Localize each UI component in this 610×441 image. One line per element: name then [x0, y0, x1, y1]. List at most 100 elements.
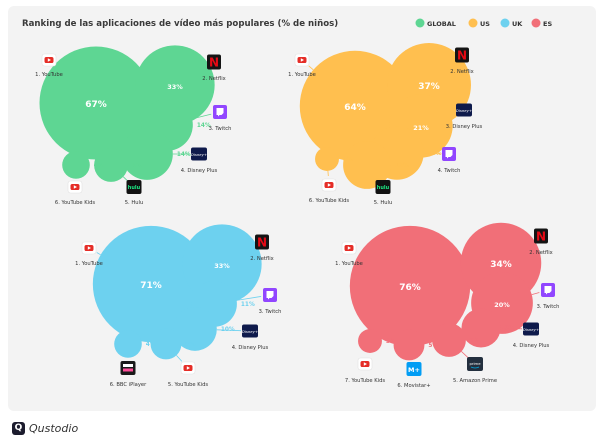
connector-line	[308, 65, 314, 71]
youtube-icon-play	[347, 246, 351, 250]
value-label: 6%	[132, 163, 142, 169]
value-label: 21%	[413, 124, 429, 132]
legend-marker-uk	[500, 18, 510, 28]
twitch-icon-glyph	[266, 291, 274, 300]
value-label: 33%	[167, 83, 183, 91]
app-label: 4. Disney Plus	[232, 345, 269, 351]
netflix-icon-glyph: N	[536, 230, 546, 244]
footer: Q Qustodio	[12, 420, 78, 436]
connector-line	[531, 292, 540, 295]
app-label: 3. Disney Plus	[446, 124, 483, 130]
connector-line	[176, 355, 183, 362]
bubble-netflix	[182, 224, 262, 304]
value-label: 6%	[470, 338, 480, 344]
panel-us: 64% 1. YouTube 37% N 2. Netflix 21% Disney+ 3. …	[288, 43, 483, 206]
youtube-kids-icon-play	[73, 185, 77, 189]
disney-plus-icon-glyph: Disney+	[191, 152, 207, 157]
disney-plus-icon-glyph: Disney+	[242, 329, 258, 334]
youtube-icon-play	[47, 58, 51, 62]
value-label: 3%	[343, 157, 353, 163]
footer-brand: Qustodio	[29, 421, 79, 435]
youtube-icon-play	[87, 246, 91, 250]
youtube-kids-icon-play	[363, 362, 367, 366]
app-label: 1. YouTube	[335, 261, 363, 267]
bbc-iplayer-icon-bar	[123, 364, 133, 367]
bbc-iplayer-icon	[120, 361, 136, 375]
value-label: 5%	[185, 342, 195, 348]
app-label: 6. BBC iPlayer	[110, 382, 147, 388]
bubble-disney-plus	[121, 128, 173, 180]
legend-marker-global	[415, 18, 425, 28]
bubble-youtube-kids	[358, 329, 382, 353]
value-label: 15%	[428, 151, 442, 157]
bubble-amazon-prime	[432, 323, 466, 357]
app-label: 5. Amazon Prime	[453, 378, 497, 384]
value-label: 3%	[386, 339, 396, 345]
app-label: 4. Disney Plus	[513, 343, 550, 349]
amazon-prime-icon-smile	[470, 366, 480, 369]
connector-line	[191, 113, 212, 120]
bubble-youtube	[349, 225, 471, 347]
netflix-icon	[534, 228, 548, 244]
value-label: 67%	[85, 100, 107, 110]
twitch-icon-glyph	[544, 286, 552, 295]
value-label: 14%	[197, 123, 211, 129]
value-label: 4%	[146, 342, 156, 348]
legend-label-uk: UK	[512, 20, 523, 28]
app-label: 3. Twitch	[209, 126, 232, 132]
value-label: 11%	[241, 302, 255, 308]
connector-line	[216, 329, 242, 332]
youtube-kids-icon-play	[327, 183, 331, 187]
bubble-bbc-iplayer	[114, 330, 142, 358]
bubble-movistar-plus	[393, 329, 425, 361]
netflix-icon-glyph: N	[457, 49, 467, 63]
value-label: 5%	[428, 343, 438, 349]
app-label: 1. YouTube	[288, 72, 316, 78]
app-label: 5. YouTube Kids	[168, 382, 208, 388]
disney-plus-icon	[456, 103, 472, 117]
value-label: 10%	[221, 327, 235, 333]
disney-plus-icon	[191, 147, 207, 161]
qustodio-logo-icon: Q	[12, 421, 25, 435]
bubble-chart: Ranking de las aplicaciones de vídeo más…	[22, 18, 560, 389]
app-label: 2. Netflix	[529, 250, 552, 256]
twitch-icon-glyph	[445, 150, 453, 159]
netflix-icon	[207, 54, 221, 70]
amazon-prime-icon	[467, 357, 483, 371]
netflix-icon	[455, 47, 469, 63]
app-label: 5. Hulu	[125, 200, 144, 206]
bubble-hulu	[94, 148, 128, 182]
app-label: 6. YouTube Kids	[55, 200, 95, 206]
app-label: 4. Twitch	[438, 168, 461, 174]
value-label: 4%	[94, 163, 104, 169]
bubble-youtube	[39, 46, 153, 160]
twitch-icon-glyph	[216, 108, 224, 117]
movistar-plus-icon-glyph: M+	[408, 366, 420, 374]
netflix-icon	[255, 234, 269, 250]
panel-uk: 71% 1. YouTube 33% N 2. Netflix 11% 3. Twitch 1…	[75, 224, 281, 388]
app-label: 2. Netflix	[202, 76, 225, 82]
chart-title: Ranking de las aplicaciones de vídeo más…	[22, 19, 338, 29]
amazon-prime-icon-glyph: prime	[469, 361, 481, 366]
value-label: 14%	[177, 152, 191, 158]
bubble-youtube-kids	[62, 151, 90, 179]
youtube-icon-play	[300, 58, 304, 62]
value-label: 33%	[214, 262, 230, 270]
bubble-disney-plus	[461, 308, 501, 348]
app-label: 5. Hulu	[374, 200, 393, 206]
connector-line	[461, 351, 469, 359]
value-label: 76%	[399, 283, 421, 293]
app-label: 3. Twitch	[537, 304, 560, 310]
bubble-hulu	[343, 141, 391, 189]
youtube-kids-icon-play	[186, 366, 190, 370]
app-label: 3. Twitch	[259, 309, 282, 315]
netflix-icon-glyph: N	[209, 56, 219, 70]
bubble-disney-plus	[173, 307, 217, 351]
value-label: 12%	[395, 163, 409, 169]
connector-line	[236, 296, 262, 301]
movistar-plus-icon	[406, 362, 422, 376]
value-label: 34%	[490, 260, 512, 270]
hulu-icon	[375, 180, 391, 194]
app-label: 2. Netflix	[450, 69, 473, 75]
